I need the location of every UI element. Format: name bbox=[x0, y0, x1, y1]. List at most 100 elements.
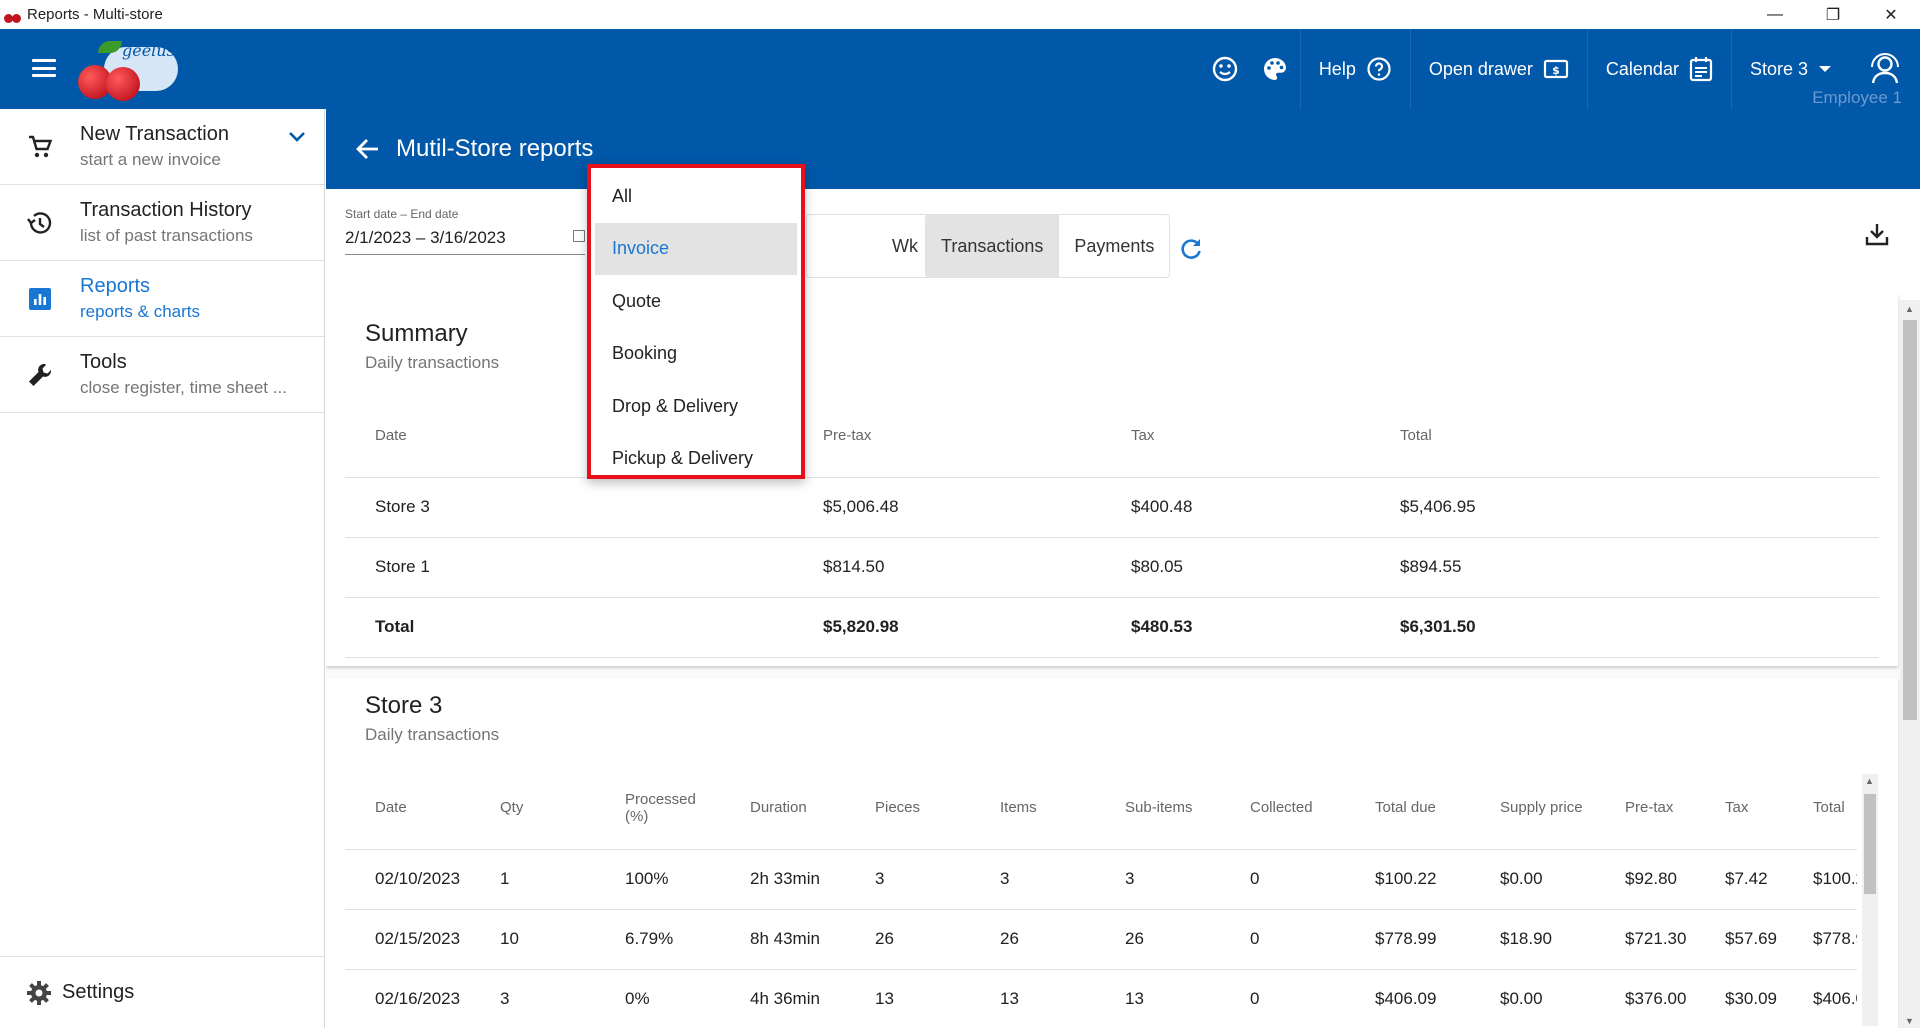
maximize-button[interactable]: ❐ bbox=[1825, 6, 1841, 24]
sidebar-item-subtitle: reports & charts bbox=[80, 302, 200, 321]
sidebar-item-title: Tools bbox=[80, 351, 127, 373]
table-cell: 13 bbox=[845, 969, 970, 1028]
table-row: Store 3 $5,006.48 $400.48 $5,406.95 bbox=[345, 477, 1879, 538]
palette-icon[interactable] bbox=[1250, 29, 1300, 109]
dropdown-option-pickup-delivery[interactable]: Pickup & Delivery bbox=[612, 448, 754, 469]
column-header: Duration bbox=[720, 767, 845, 850]
column-header: Tax bbox=[1101, 395, 1370, 478]
cash-drawer-icon: $ bbox=[1543, 59, 1569, 79]
minimize-button[interactable]: — bbox=[1767, 5, 1783, 23]
payments-tab[interactable]: Payments bbox=[1058, 215, 1169, 277]
store3-title: Store 3 bbox=[365, 692, 443, 719]
table-cell: 100% bbox=[595, 849, 720, 910]
employee-avatar-icon[interactable] bbox=[1850, 29, 1920, 109]
sidebar-item-tools[interactable]: Tools close register, time sheet ... bbox=[0, 337, 324, 413]
summary-table: Date Pre-tax Tax Total Store 3 $5,006.48… bbox=[345, 395, 1879, 658]
page-scrollbar[interactable]: ▲ ▼ bbox=[1900, 300, 1920, 1028]
table-cell: 3 bbox=[970, 849, 1095, 910]
dropdown-option-booking[interactable]: Booking bbox=[612, 343, 678, 364]
store3-table: Date Qty Processed (%) Duration Pieces I… bbox=[345, 767, 1857, 1028]
svg-text:$: $ bbox=[1552, 64, 1560, 77]
sidebar-item-transaction-history[interactable]: Transaction History list of past transac… bbox=[0, 185, 324, 261]
table-cell: 3 bbox=[470, 969, 595, 1028]
table-cell: $5,406.95 bbox=[1370, 477, 1879, 538]
sidebar-item-subtitle: start a new invoice bbox=[80, 150, 221, 169]
transactions-tab[interactable]: Transactions bbox=[926, 215, 1059, 277]
column-header: Total bbox=[1370, 395, 1879, 478]
table-cell: $18.90 bbox=[1470, 909, 1595, 970]
table-cell: $721.30 bbox=[1595, 909, 1695, 970]
table-scrollbar[interactable]: ▲ bbox=[1862, 774, 1878, 1026]
column-header: Items bbox=[970, 767, 1095, 850]
calendar-icon bbox=[1689, 57, 1713, 82]
table-cell: 2h 33min bbox=[720, 849, 845, 910]
back-arrow-icon[interactable] bbox=[356, 138, 380, 160]
table-cell: $778.99 bbox=[1345, 909, 1470, 970]
sidebar-item-reports[interactable]: Reports reports & charts bbox=[0, 261, 324, 337]
table-cell: $5,820.98 bbox=[793, 597, 1101, 658]
table-cell: $894.55 bbox=[1370, 537, 1879, 598]
table-cell: $30.09 bbox=[1695, 969, 1783, 1028]
table-cell: 3 bbox=[1095, 849, 1220, 910]
column-header: Total due bbox=[1345, 767, 1470, 850]
table-row: 02/10/2023 1 100% 2h 33min 3 3 3 0 $100.22 $0.00 $… bbox=[345, 849, 1857, 910]
column-header: Qty bbox=[470, 767, 595, 850]
date-range-label: Start date – End date bbox=[345, 207, 459, 221]
table-row: 02/16/2023 3 0% 4h 36min 13 13 13 0 $406.09 $0.00… bbox=[345, 969, 1857, 1028]
table-cell: Total bbox=[345, 597, 793, 658]
smiley-icon[interactable] bbox=[1200, 29, 1250, 109]
scrollbar-thumb[interactable] bbox=[1864, 794, 1876, 894]
store-selector[interactable]: Store 3 bbox=[1730, 29, 1850, 109]
chart-icon bbox=[26, 285, 54, 313]
table-cell: $376.00 bbox=[1595, 969, 1695, 1028]
column-header: Pre-tax bbox=[793, 395, 1101, 478]
table-cell: $406.09 bbox=[1345, 969, 1470, 1028]
table-cell: 02/15/2023 bbox=[345, 909, 470, 970]
open-drawer-button[interactable]: Open drawer $ bbox=[1409, 29, 1587, 109]
calendar-label: Calendar bbox=[1605, 58, 1679, 79]
dropdown-option-quote[interactable]: Quote bbox=[612, 290, 662, 311]
table-cell: $778.99 bbox=[1783, 909, 1857, 970]
scroll-down-arrow-icon[interactable]: ▼ bbox=[1905, 1016, 1914, 1026]
report-content: Summary Daily transactions Date Pre-tax … bbox=[326, 294, 1900, 1028]
help-button[interactable]: Help bbox=[1299, 29, 1410, 109]
period-week-button[interactable]: Wk bbox=[892, 235, 918, 256]
table-cell: 13 bbox=[970, 969, 1095, 1028]
dropdown-option-all[interactable]: All bbox=[612, 185, 633, 206]
table-cell: 10 bbox=[470, 909, 595, 970]
sidebar-item-subtitle: list of past transactions bbox=[80, 226, 253, 245]
total-row: Total $5,820.98 $480.53 $6,301.50 bbox=[345, 597, 1879, 658]
chevron-down-icon[interactable] bbox=[288, 131, 306, 143]
table-cell: Store 1 bbox=[345, 537, 793, 598]
dropdown-option-invoice[interactable]: Invoice bbox=[595, 222, 797, 275]
store-label: Store 3 bbox=[1749, 58, 1808, 79]
calendar-picker-icon[interactable] bbox=[573, 230, 585, 242]
dropdown-arrow-icon bbox=[1819, 66, 1831, 72]
close-window-button[interactable]: ✕ bbox=[1884, 6, 1898, 24]
scrollbar-thumb[interactable] bbox=[1903, 320, 1917, 720]
settings-button[interactable]: Settings bbox=[0, 956, 325, 1028]
view-toggle: Transactions Payments bbox=[925, 214, 1171, 278]
sidebar-item-title: Transaction History bbox=[80, 199, 252, 221]
column-header: Date bbox=[345, 767, 470, 850]
menu-icon[interactable] bbox=[32, 59, 56, 77]
column-header: Pieces bbox=[845, 767, 970, 850]
column-header: Total bbox=[1783, 767, 1857, 850]
refresh-icon[interactable] bbox=[1178, 236, 1204, 267]
date-range-field[interactable]: Start date – End date 2/1/2023 – 3/16/20… bbox=[345, 207, 585, 255]
summary-title: Summary bbox=[365, 320, 468, 347]
window-title: Reports - Multi-store bbox=[27, 6, 163, 23]
column-header: Pre-tax bbox=[1595, 767, 1695, 850]
scroll-up-arrow-icon[interactable]: ▲ bbox=[1905, 304, 1914, 314]
download-icon[interactable] bbox=[1864, 221, 1890, 252]
table-cell: 13 bbox=[1095, 969, 1220, 1028]
table-cell: $92.80 bbox=[1595, 849, 1695, 910]
calendar-button[interactable]: Calendar bbox=[1586, 29, 1731, 109]
table-cell: 0% bbox=[595, 969, 720, 1028]
sidebar-item-new-transaction[interactable]: New Transaction start a new invoice bbox=[0, 109, 324, 185]
sidebar-item-title: Reports bbox=[80, 275, 151, 297]
scroll-up-arrow-icon[interactable]: ▲ bbox=[1865, 776, 1874, 786]
date-range-value: 2/1/2023 – 3/16/2023 bbox=[345, 228, 506, 247]
dropdown-option-drop-delivery[interactable]: Drop & Delivery bbox=[612, 395, 739, 416]
table-cell: $80.05 bbox=[1101, 537, 1370, 598]
